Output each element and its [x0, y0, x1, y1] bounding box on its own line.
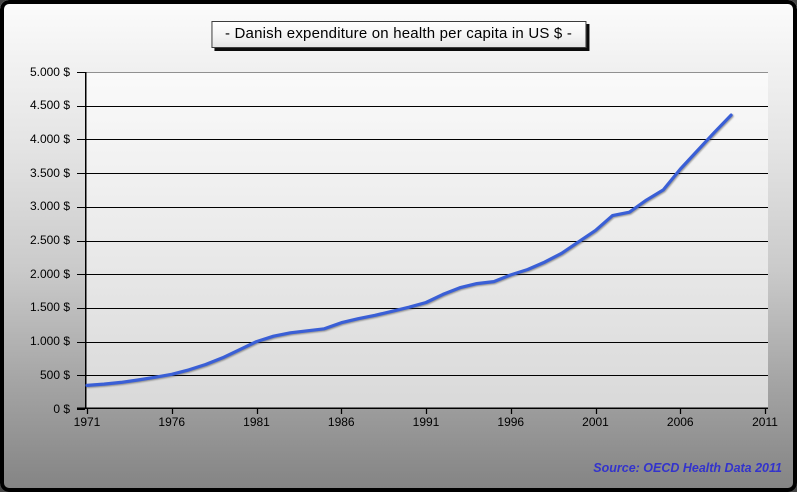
- y-tick-label: 2.500 $: [29, 233, 70, 247]
- y-tick-label: 500 $: [39, 367, 70, 382]
- line-chart-canvas: [77, 72, 768, 414]
- y-tick-label: 3.000 $: [29, 199, 70, 214]
- source-note: Source: OECD Health Data 2011: [593, 461, 782, 475]
- x-tick-label: 1986: [327, 415, 355, 429]
- x-tick-label: 1991: [412, 415, 440, 429]
- x-tick-label: 2006: [666, 415, 694, 429]
- x-tick-label: 1981: [243, 415, 270, 429]
- y-tick-label: 1.500 $: [29, 300, 70, 315]
- y-tick-label: 2.000 $: [29, 266, 70, 281]
- data-series-line: [85, 113, 733, 387]
- chart-title: - Danish expenditure on health per capit…: [224, 25, 573, 42]
- y-tick-label: 0 $: [53, 401, 70, 416]
- chart-title-box: - Danish expenditure on health per capit…: [210, 21, 587, 48]
- y-tick-label: 1.000 $: [29, 334, 70, 349]
- y-tick-label: 4.000 $: [29, 131, 70, 146]
- y-tick-label: 5.000 $: [29, 64, 70, 79]
- x-tick-label: 1976: [158, 415, 186, 429]
- x-tick-label: 1971: [73, 415, 101, 429]
- x-tick-label: 2011: [752, 415, 778, 429]
- y-tick-label: 4.500 $: [29, 98, 70, 113]
- x-tick-label: 1996: [497, 415, 525, 429]
- plot-area: [77, 72, 768, 414]
- y-tick-label: 3.500 $: [29, 165, 70, 180]
- x-tick-label: 2001: [582, 415, 609, 429]
